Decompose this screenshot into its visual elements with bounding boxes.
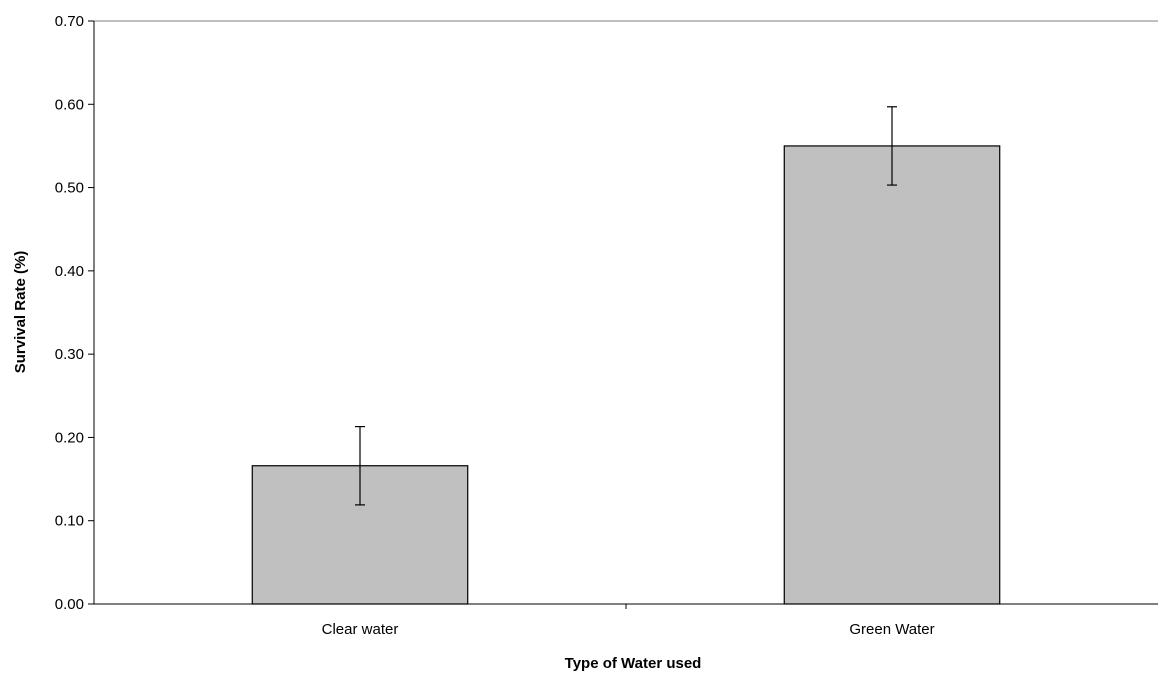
x-tick-label: Clear water (322, 621, 399, 638)
x-tick-label: Green Water (849, 621, 934, 638)
labels: 0.00 0.10 0.20 0.30 0.40 0.50 0.60 0.70 Clear wa… (55, 13, 935, 638)
y-tick-label: 0.60 (55, 96, 84, 113)
y-tick-label: 0.70 (55, 13, 84, 30)
y-tick-label: 0.00 (55, 596, 84, 613)
bar-green-water (783, 145, 1001, 605)
y-tick-label: 0.30 (55, 346, 84, 363)
y-tick-label: 0.50 (55, 180, 84, 197)
y-axis-title: Survival Rate (%) (12, 251, 29, 374)
y-tick-label: 0.40 (55, 263, 84, 280)
y-tick-label: 0.20 (55, 429, 84, 446)
bars (251, 145, 1001, 605)
error-bars (355, 106, 897, 506)
y-tick-label: 0.10 (55, 513, 84, 530)
x-axis-title: Type of Water used (565, 655, 702, 672)
